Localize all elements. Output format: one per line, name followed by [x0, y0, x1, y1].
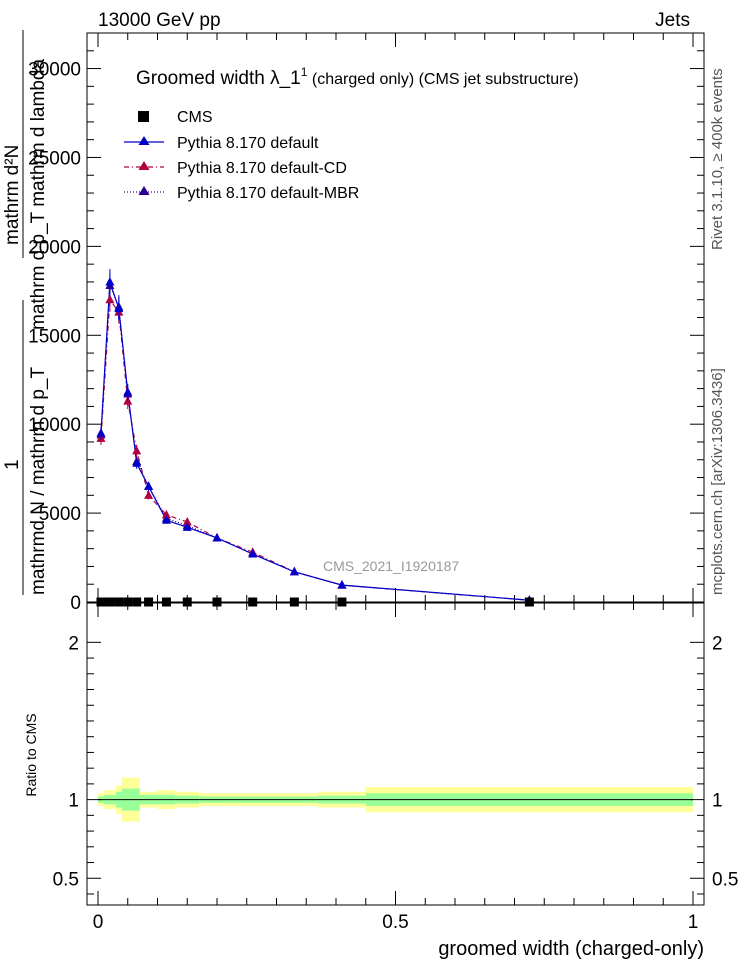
main-ytick-label: 25000 — [28, 148, 81, 169]
series-point-cms — [96, 597, 106, 607]
ratio-xtick-label: 0 — [93, 912, 104, 933]
series-point-default — [289, 566, 299, 576]
ratio-panel-frame — [86, 602, 705, 906]
series-point-cms — [248, 597, 258, 607]
legend-marker-cms — [138, 111, 149, 122]
main-series — [96, 269, 534, 607]
header-left: 13000 GeV pp — [98, 10, 221, 31]
legend-marker-default — [138, 136, 150, 145]
legend-label-cd: Pythia 8.170 default-CD — [177, 160, 347, 177]
chart-title-sup: 1 — [301, 65, 308, 79]
ratio-xtick-label: 0.5 — [382, 912, 408, 933]
series-point-cms — [105, 597, 115, 607]
main-y-axis-label: mathrm d²N mathrm d p_T mathrm d lambda … — [2, 30, 49, 595]
legend-label-cms: CMS — [177, 109, 213, 126]
ratio-ytick-label-right: 2 — [712, 633, 723, 654]
ratio-ytick-label: 1 — [68, 791, 79, 812]
series-point-cms — [182, 597, 192, 607]
series-point-default — [132, 458, 142, 467]
ratio-x-ticks: 0 0.5 1 — [93, 603, 699, 933]
rivet-label: Rivet 3.1.10, ≥ 400k events — [709, 68, 726, 250]
series-point-cms — [337, 597, 347, 607]
main-ylabel-top2: mathrm d p_T mathrm d lambda — [28, 59, 49, 330]
series-line-mbr — [100, 285, 530, 601]
series-point-cms — [132, 597, 142, 607]
series-point-default — [144, 481, 154, 490]
ratio-panel: 0.5 0.51 12 2 0 0.5 1 Ratio to CMS groomed wi… — [23, 602, 738, 960]
series-point-cms — [212, 597, 222, 607]
series-point-default — [212, 532, 222, 542]
chart-title-main: Groomed width λ_1 — [136, 68, 301, 89]
main-ylabel-top: mathrm d²N — [2, 145, 23, 245]
series-line-cd — [100, 298, 530, 601]
series-point-cd — [182, 516, 192, 526]
series-point-default — [105, 276, 115, 286]
series-point-default — [96, 428, 106, 437]
main-ylabel-bottom-2: mathrmd N / mathrm d p_T — [28, 367, 49, 595]
ratio-xtick-label: 1 — [688, 912, 699, 933]
series-point-cms — [524, 597, 534, 607]
ratio-ylabel: Ratio to CMS — [23, 713, 39, 796]
legend-label-default: Pythia 8.170 default — [177, 135, 319, 152]
main-panel: 0 5000 10000 15000 20000 25000 30000 Groomed w… — [2, 30, 705, 614]
series-point-cd — [105, 294, 115, 304]
series-point-default — [337, 580, 347, 589]
x-axis-label: groomed width (charged-only) — [438, 938, 704, 960]
chart-title: Groomed width λ_11 (charged only) (CMS j… — [136, 65, 579, 89]
main-ytick-label: 0 — [70, 593, 81, 614]
main-ytick-label: 10000 — [28, 415, 81, 436]
series-point-default — [114, 303, 124, 313]
series-point-default — [123, 387, 133, 396]
ratio-ytick-label-right: 1 — [712, 791, 723, 812]
ratio-ytick-label-right: 0.5 — [712, 869, 738, 890]
legend-marker-cd — [138, 161, 150, 170]
main-ytick-label: 20000 — [28, 237, 81, 258]
ratio-y-ticks: 0.5 0.5 1 1 2 2 — [53, 633, 738, 895]
main-y-ticks: 0 5000 10000 15000 20000 25000 30000 — [28, 32, 704, 614]
series-point-default — [182, 522, 192, 531]
ratio-ytick-label: 2 — [68, 633, 79, 654]
ratio-bands — [98, 777, 693, 822]
legend: CMS Pythia 8.170 default Pythia 8.170 de… — [124, 109, 359, 202]
series-point-default — [161, 515, 171, 524]
chart-title-tail: (charged only) (CMS jet substructure) — [307, 71, 578, 88]
ratio-ytick-label: 0.5 — [53, 869, 79, 890]
series-point-cms — [161, 597, 171, 607]
main-ytick-label: 30000 — [28, 60, 81, 81]
analysis-tag: CMS_2021_I1920187 — [323, 558, 459, 574]
main-ytick-label: 5000 — [39, 504, 81, 525]
legend-label-mbr: Pythia 8.170 default-MBR — [177, 185, 359, 202]
series-point-cms — [144, 597, 154, 607]
main-ylabel-bottom-1: 1 — [2, 459, 23, 470]
legend-marker-mbr — [138, 186, 150, 195]
series-point-cd — [161, 509, 171, 519]
header-right: Jets — [655, 10, 690, 31]
series-point-default — [248, 548, 258, 558]
mcplots-label: mcplots.cern.ch [arXiv:1306.3436] — [709, 368, 726, 595]
series-point-cd — [132, 445, 142, 455]
main-ytick-label: 15000 — [28, 326, 81, 347]
series-point-cms — [123, 597, 133, 607]
series-point-cd — [144, 490, 154, 499]
series-line-default — [100, 281, 530, 601]
series-point-cms — [289, 597, 299, 607]
series-point-cms — [114, 597, 124, 607]
